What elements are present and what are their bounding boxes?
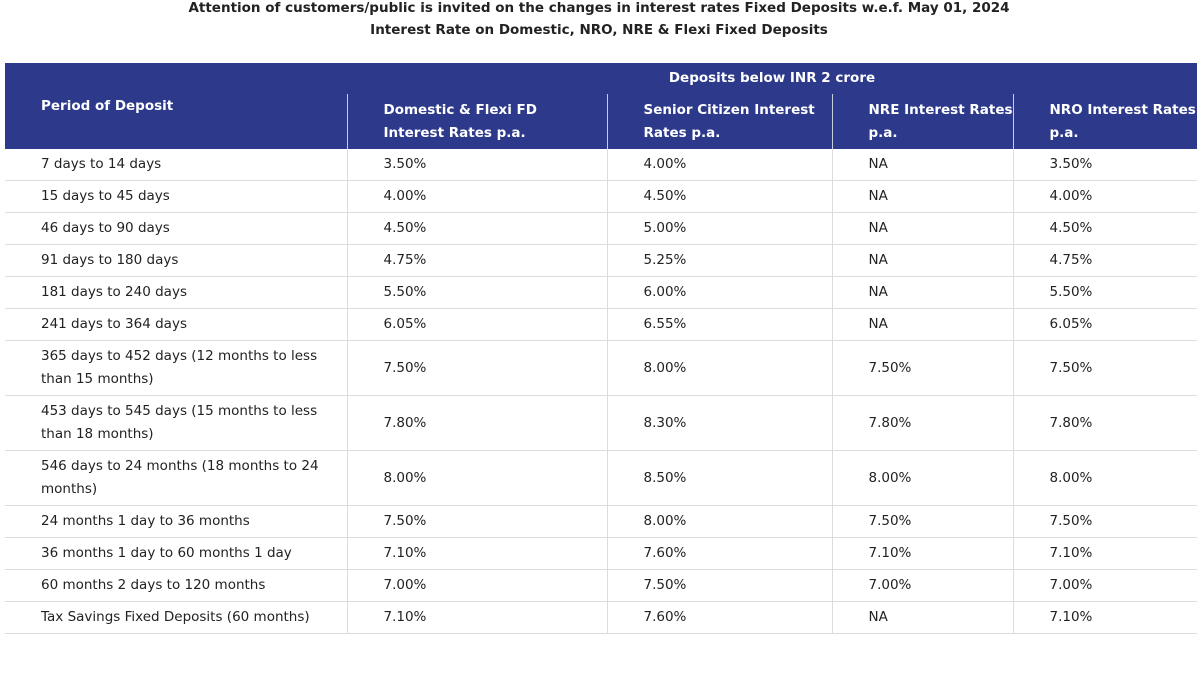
rate-cell: NA <box>831 180 1013 213</box>
rate-cell: 4.75% <box>346 244 607 277</box>
rate-cell: 7.80% <box>1012 395 1197 451</box>
rate-cell: 4.50% <box>346 212 607 245</box>
period-cell: 60 months 2 days to 120 months <box>5 569 347 602</box>
period-cell: 241 days to 364 days <box>5 308 347 341</box>
rate-cell: 7.50% <box>346 340 607 396</box>
rate-cell: 4.00% <box>1012 180 1197 213</box>
rate-cell: 7.00% <box>831 569 1013 602</box>
rate-cell: 6.00% <box>606 276 832 309</box>
rates-table: Period of Deposit Deposits below INR 2 c… <box>5 63 1197 634</box>
rate-cell: 7.50% <box>1012 505 1197 538</box>
rate-cell: 7.10% <box>346 601 607 634</box>
rate-cell: 7.80% <box>346 395 607 451</box>
period-cell: 181 days to 240 days <box>5 276 347 309</box>
period-cell: 15 days to 45 days <box>5 180 347 213</box>
rate-cell: 8.00% <box>606 340 832 396</box>
rate-cell: 4.50% <box>1012 212 1197 245</box>
table-row: 60 months 2 days to 120 months 7.00% 7.50%… <box>5 569 1197 602</box>
rate-cell: 6.55% <box>606 308 832 341</box>
table-row: 7 days to 14 days 3.50% 4.00% NA 3.50% <box>5 149 1197 181</box>
rate-cell: 3.50% <box>346 149 607 181</box>
column-header-text: Senior Citizen Interest Rates p.a. <box>643 101 815 141</box>
rate-cell: 7.60% <box>606 601 832 634</box>
column-header: Senior Citizen Interest Rates p.a. <box>606 93 832 149</box>
rate-cell: 4.50% <box>606 180 832 213</box>
rate-cell: 5.50% <box>1012 276 1197 309</box>
rate-cell: NA <box>831 212 1013 245</box>
rate-cell: 8.00% <box>346 450 607 506</box>
rate-cell: 5.50% <box>346 276 607 309</box>
period-cell: 7 days to 14 days <box>5 149 347 181</box>
rate-cell: 7.10% <box>346 537 607 570</box>
period-cell: 24 months 1 day to 36 months <box>5 505 347 538</box>
rate-cell: 7.10% <box>1012 601 1197 634</box>
rate-cell: 7.60% <box>606 537 832 570</box>
table-row: 91 days to 180 days 4.75% 5.25% NA 4.75% <box>5 244 1197 277</box>
rate-cell: 8.00% <box>831 450 1013 506</box>
table-row: 365 days to 452 days (12 months to less … <box>5 340 1197 396</box>
rate-cell: 4.75% <box>1012 244 1197 277</box>
rate-cell: 8.50% <box>606 450 832 506</box>
column-header: Domestic & Flexi FD Interest Rates p.a. <box>346 93 607 149</box>
column-header-text: NRE Interest Rates p.a. <box>868 101 1013 141</box>
rate-cell: 8.00% <box>1012 450 1197 506</box>
table-row: 241 days to 364 days 6.05% 6.55% NA 6.05% <box>5 308 1197 341</box>
table-row: 36 months 1 day to 60 months 1 day 7.10% 7… <box>5 537 1197 570</box>
period-cell: 546 days to 24 months (18 months to 24 m… <box>5 450 347 506</box>
rate-cell: NA <box>831 244 1013 277</box>
rate-cell: NA <box>831 601 1013 634</box>
rate-cell: 7.00% <box>1012 569 1197 602</box>
column-header: Period of Deposit <box>5 63 347 149</box>
rate-cell: NA <box>831 308 1013 341</box>
rate-cell: 6.05% <box>1012 308 1197 341</box>
table-row: 24 months 1 day to 36 months 7.50% 8.00% 7.… <box>5 505 1197 538</box>
rate-cell: 7.00% <box>346 569 607 602</box>
table-row: 46 days to 90 days 4.50% 5.00% NA 4.50% <box>5 212 1197 245</box>
rate-cell: NA <box>831 276 1013 309</box>
rate-cell: 8.00% <box>606 505 832 538</box>
rate-cell: 7.50% <box>606 569 832 602</box>
rate-cell: 7.10% <box>831 537 1013 570</box>
period-cell: 365 days to 452 days (12 months to less … <box>5 340 347 396</box>
table-row: 181 days to 240 days 5.50% 6.00% NA 5.50% <box>5 276 1197 309</box>
column-header: NRO Interest Rates p.a. <box>1012 93 1197 149</box>
column-header-text: NRO Interest Rates p.a. <box>1049 101 1196 141</box>
rate-cell: 7.50% <box>831 340 1013 396</box>
rate-cell: 5.00% <box>606 212 832 245</box>
rate-cell: 3.50% <box>1012 149 1197 181</box>
rate-cell: 4.00% <box>346 180 607 213</box>
period-cell: 36 months 1 day to 60 months 1 day <box>5 537 347 570</box>
rate-cell: 4.00% <box>606 149 832 181</box>
rate-cell: 7.50% <box>1012 340 1197 396</box>
column-header: NRE Interest Rates p.a. <box>831 93 1013 149</box>
rate-cell: NA <box>831 149 1013 181</box>
period-cell: 91 days to 180 days <box>5 244 347 277</box>
rate-cell: 7.10% <box>1012 537 1197 570</box>
subtitle: Interest Rate on Domestic, NRO, NRE & Fl… <box>370 22 828 38</box>
table-row: 15 days to 45 days 4.00% 4.50% NA 4.00% <box>5 180 1197 213</box>
period-cell: 453 days to 545 days (15 months to less … <box>5 395 347 451</box>
table-row: 453 days to 545 days (15 months to less … <box>5 395 1197 451</box>
rate-cell: 5.25% <box>606 244 832 277</box>
title: Attention of customers/public is invited… <box>188 0 1010 16</box>
rate-cell: 7.50% <box>831 505 1013 538</box>
rate-cell: 7.50% <box>346 505 607 538</box>
rate-cell: 7.80% <box>831 395 1013 451</box>
group-header: Deposits below INR 2 crore <box>347 63 1197 94</box>
table-row: 546 days to 24 months (18 months to 24 m… <box>5 450 1197 506</box>
period-cell: 46 days to 90 days <box>5 212 347 245</box>
table-row: Tax Savings Fixed Deposits (60 months) 7.… <box>5 601 1197 634</box>
rate-cell: 8.30% <box>606 395 832 451</box>
column-header-text: Domestic & Flexi FD Interest Rates p.a. <box>383 101 537 141</box>
rate-cell: 6.05% <box>346 308 607 341</box>
period-cell: Tax Savings Fixed Deposits (60 months) <box>5 601 347 634</box>
